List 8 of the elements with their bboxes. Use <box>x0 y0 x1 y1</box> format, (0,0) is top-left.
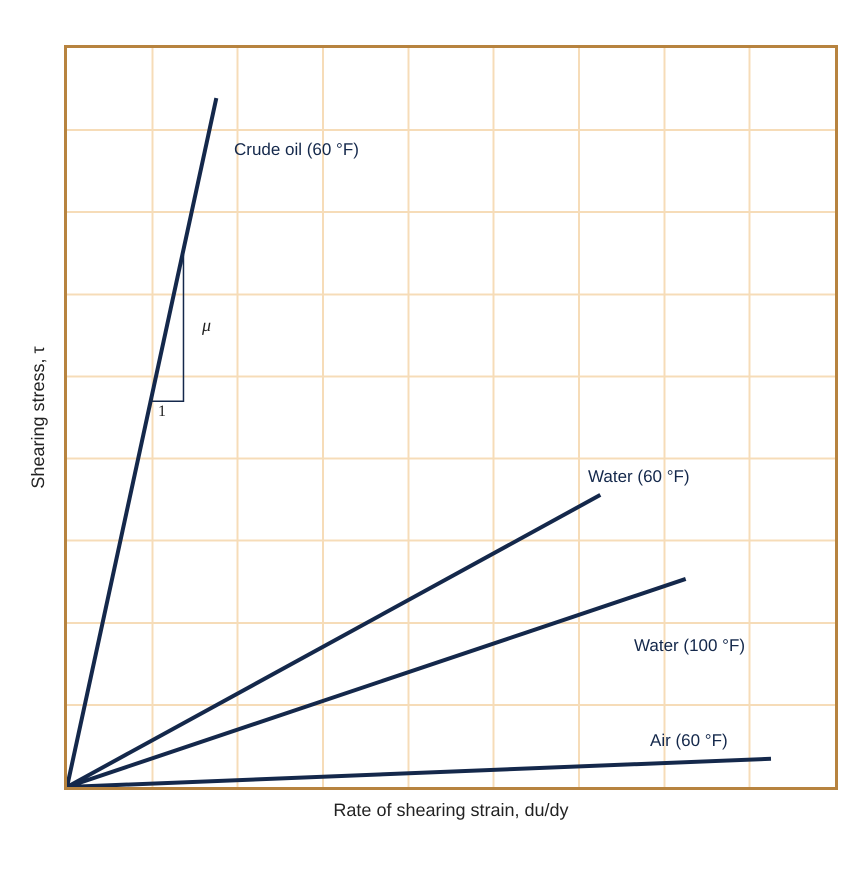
text: Water (100 °F) <box>634 636 746 655</box>
annotation: μ <box>201 315 212 335</box>
x-axis-title: Rate of shearing strain, du/dy <box>333 800 569 820</box>
series-label: Water (60 °F) <box>588 467 690 486</box>
series-label: Air (60 °F) <box>650 731 728 750</box>
series-label: Crude oil (60 °F) <box>234 140 359 159</box>
annotation: 1 <box>158 403 166 420</box>
y-axis-title: Shearing stress, τ <box>28 346 48 489</box>
